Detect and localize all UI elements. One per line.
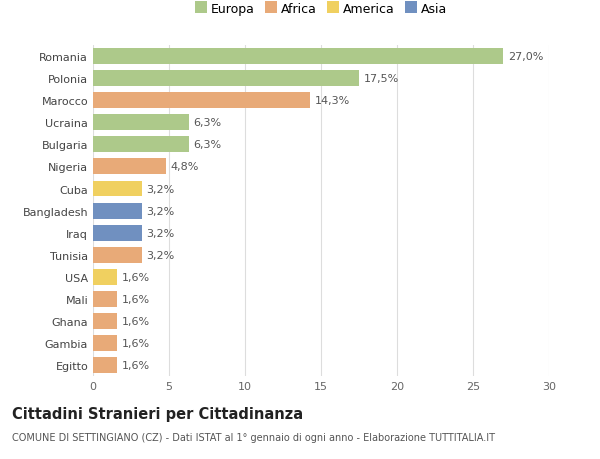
Bar — [93, 49, 503, 65]
Bar — [93, 313, 118, 329]
Text: 27,0%: 27,0% — [508, 52, 544, 62]
Bar — [93, 159, 166, 175]
Text: 17,5%: 17,5% — [364, 74, 399, 84]
Bar — [93, 358, 118, 373]
Text: 14,3%: 14,3% — [315, 96, 350, 106]
Bar — [93, 247, 142, 263]
Text: Cittadini Stranieri per Cittadinanza: Cittadini Stranieri per Cittadinanza — [12, 406, 303, 421]
Text: 3,2%: 3,2% — [146, 250, 175, 260]
Bar — [93, 115, 189, 131]
Text: 3,2%: 3,2% — [146, 228, 175, 238]
Text: 1,6%: 1,6% — [122, 294, 150, 304]
Bar — [93, 291, 118, 307]
Text: COMUNE DI SETTINGIANO (CZ) - Dati ISTAT al 1° gennaio di ogni anno - Elaborazion: COMUNE DI SETTINGIANO (CZ) - Dati ISTAT … — [12, 432, 495, 442]
Bar — [93, 336, 118, 351]
Text: 1,6%: 1,6% — [122, 316, 150, 326]
Text: 4,8%: 4,8% — [170, 162, 199, 172]
Bar — [93, 225, 142, 241]
Bar — [93, 269, 118, 285]
Text: 6,3%: 6,3% — [193, 118, 221, 128]
Text: 1,6%: 1,6% — [122, 338, 150, 348]
Text: 6,3%: 6,3% — [193, 140, 221, 150]
Text: 3,2%: 3,2% — [146, 206, 175, 216]
Legend: Europa, Africa, America, Asia: Europa, Africa, America, Asia — [192, 1, 450, 19]
Bar — [93, 181, 142, 197]
Text: 3,2%: 3,2% — [146, 184, 175, 194]
Bar — [93, 137, 189, 153]
Text: 1,6%: 1,6% — [122, 360, 150, 370]
Bar — [93, 93, 310, 109]
Text: 1,6%: 1,6% — [122, 272, 150, 282]
Bar — [93, 71, 359, 87]
Bar — [93, 203, 142, 219]
